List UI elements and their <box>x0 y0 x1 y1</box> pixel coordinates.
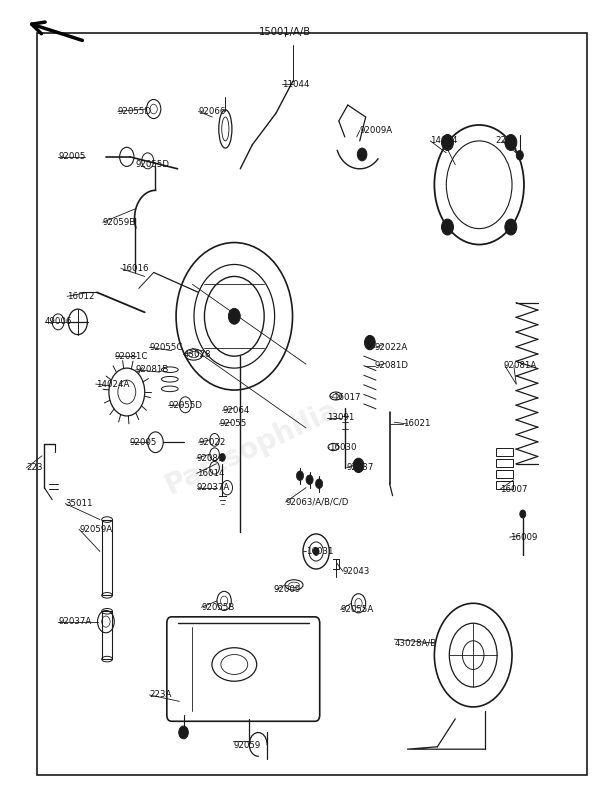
Text: 49006: 49006 <box>45 318 73 326</box>
Text: 92066: 92066 <box>199 107 226 116</box>
Circle shape <box>313 547 319 555</box>
Text: 11044: 11044 <box>282 80 310 89</box>
Circle shape <box>358 148 367 161</box>
Circle shape <box>365 335 375 350</box>
Text: 16021: 16021 <box>403 419 430 429</box>
Circle shape <box>316 479 323 489</box>
Text: 16009: 16009 <box>509 533 537 542</box>
Bar <box>496 448 512 456</box>
Text: 16014: 16014 <box>197 469 224 478</box>
Text: 92055A: 92055A <box>341 605 374 614</box>
Text: 16031: 16031 <box>306 547 334 556</box>
Circle shape <box>229 308 240 324</box>
Text: 92037A: 92037A <box>58 617 91 626</box>
Circle shape <box>505 219 517 235</box>
Text: 223: 223 <box>26 463 43 472</box>
Text: 13091: 13091 <box>328 413 355 422</box>
Text: 16030: 16030 <box>329 443 357 452</box>
Bar <box>496 459 512 467</box>
Text: 16017: 16017 <box>333 393 361 402</box>
Text: 43028A/B: 43028A/B <box>394 638 437 648</box>
Text: 92055C: 92055C <box>149 343 183 352</box>
Circle shape <box>520 510 526 518</box>
Circle shape <box>516 150 523 160</box>
Text: 92009A: 92009A <box>360 126 393 135</box>
Text: 15001/A/B: 15001/A/B <box>259 26 311 37</box>
Text: 35011: 35011 <box>65 499 93 508</box>
Text: 92037: 92037 <box>347 463 374 472</box>
Text: 92055: 92055 <box>220 419 247 429</box>
Text: 92005: 92005 <box>130 438 157 446</box>
Circle shape <box>306 475 313 485</box>
Text: 92081D: 92081D <box>374 362 409 370</box>
Circle shape <box>442 219 454 235</box>
Text: Partsophilia: Partsophilia <box>161 395 343 500</box>
Text: 16007: 16007 <box>500 485 527 494</box>
Text: 92059A: 92059A <box>79 525 112 534</box>
Circle shape <box>296 471 304 481</box>
Text: 92081B: 92081B <box>136 366 169 374</box>
Text: 92037A: 92037A <box>197 483 230 492</box>
Text: 92022: 92022 <box>199 438 226 446</box>
Text: 92059: 92059 <box>233 741 260 750</box>
Text: 92081C: 92081C <box>115 352 148 361</box>
Text: 92022A: 92022A <box>374 343 408 352</box>
Circle shape <box>353 458 364 473</box>
Circle shape <box>179 726 188 739</box>
Circle shape <box>220 454 226 462</box>
Text: 92043: 92043 <box>343 567 370 576</box>
Text: 14024: 14024 <box>430 137 458 146</box>
Text: 92081A: 92081A <box>503 362 536 370</box>
Bar <box>496 470 512 478</box>
Text: 92055D: 92055D <box>118 107 152 116</box>
Text: 43028: 43028 <box>184 350 211 359</box>
Text: 92081: 92081 <box>197 454 224 462</box>
Text: 16016: 16016 <box>121 264 148 273</box>
Text: 16012: 16012 <box>67 292 95 301</box>
Bar <box>496 482 512 490</box>
Text: 92009: 92009 <box>273 586 301 594</box>
Text: 225: 225 <box>495 137 512 146</box>
Text: 92005: 92005 <box>58 152 86 162</box>
Text: 92055D: 92055D <box>136 159 170 169</box>
Text: 92064: 92064 <box>223 406 250 415</box>
Circle shape <box>442 134 454 150</box>
Text: 14024A: 14024A <box>96 379 129 389</box>
Text: 92059B: 92059B <box>103 218 136 226</box>
Text: 92055B: 92055B <box>202 602 235 612</box>
Bar <box>102 611 112 659</box>
Text: 223A: 223A <box>149 690 172 699</box>
Bar <box>102 519 112 595</box>
Text: 92063/A/B/C/D: 92063/A/B/C/D <box>285 498 349 506</box>
Text: 92055D: 92055D <box>169 401 203 410</box>
Circle shape <box>505 134 517 150</box>
